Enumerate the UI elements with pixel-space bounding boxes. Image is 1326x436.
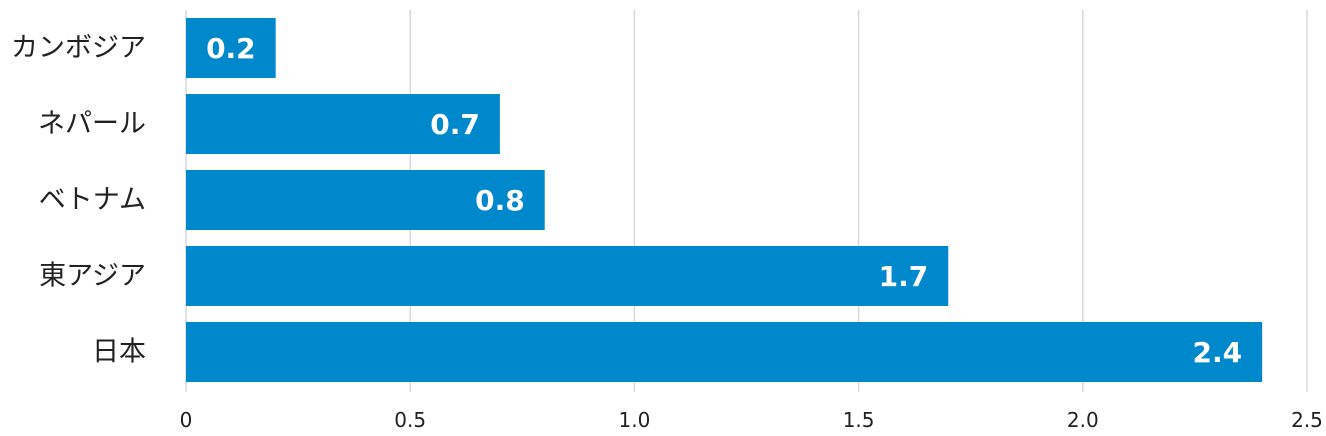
- bar-2: [186, 170, 545, 230]
- x-tick-label-5: 2.5: [1291, 408, 1323, 432]
- value-axis: 0 0.5 1.0 1.5 2.0 2.5: [180, 408, 1323, 432]
- bar-value-label-0: 0.2: [206, 32, 256, 65]
- bar-value-label-3: 1.7: [879, 260, 929, 293]
- bar-0: [186, 18, 276, 78]
- x-tick-label-3: 1.5: [843, 408, 875, 432]
- bar-value-label-4: 2.4: [1193, 336, 1243, 369]
- bar-1: [186, 94, 500, 154]
- bar-layer: 0.2 0.7 0.8 1.7 2.4: [186, 18, 1263, 382]
- category-label-3: 東アジア: [39, 261, 146, 292]
- category-label-2: ベトナム: [39, 185, 146, 216]
- bar-4: [186, 322, 1263, 382]
- x-tick-label-2: 1.0: [618, 408, 650, 432]
- category-label-4: 日本: [92, 337, 146, 368]
- category-label-0: カンボジア: [11, 33, 146, 64]
- bar-value-label-2: 0.8: [475, 184, 525, 217]
- bar-value-label-1: 0.7: [430, 108, 480, 141]
- x-tick-label-1: 0.5: [394, 408, 426, 432]
- x-tick-label-4: 2.0: [1067, 408, 1099, 432]
- bar-3: [186, 246, 949, 306]
- category-label-1: ネパール: [38, 109, 146, 140]
- x-tick-label-0: 0: [180, 408, 193, 432]
